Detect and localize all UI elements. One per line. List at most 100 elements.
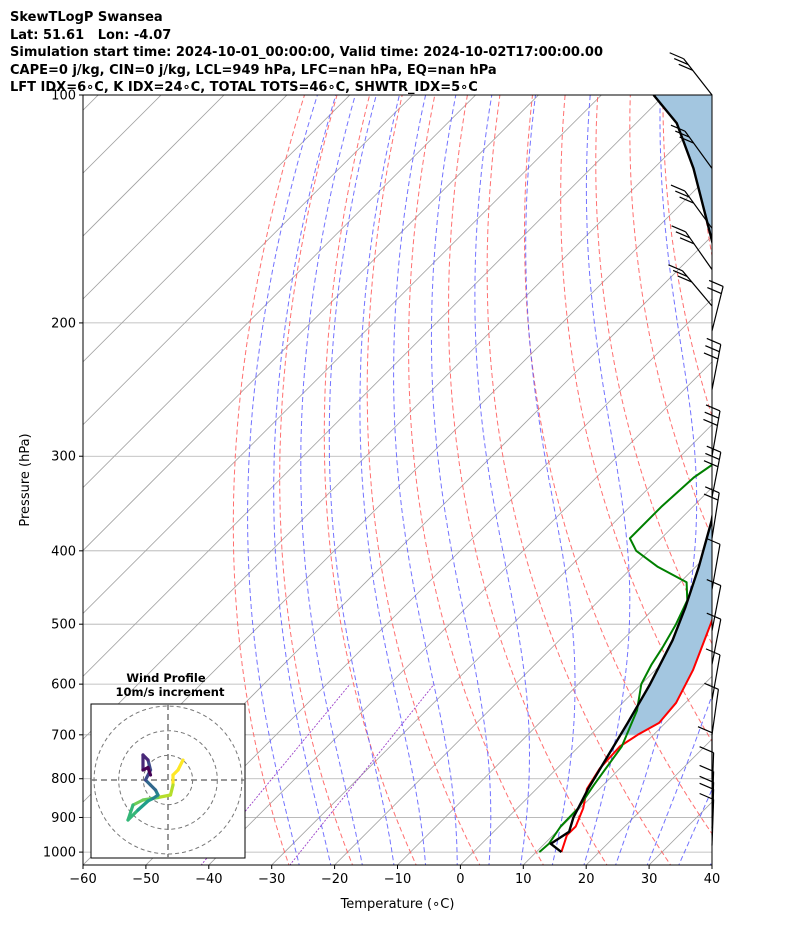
moist-adiabat: [525, 95, 576, 865]
index-line: LFT IDX=6∘C, K IDX=24∘C, TOTAL TOTS=46∘C…: [10, 80, 478, 96]
x-tick-label: 40: [704, 872, 721, 887]
moist-adiabat: [646, 693, 712, 865]
barb-staff: [685, 231, 713, 270]
y-tick-label: 100: [51, 89, 76, 104]
moist-adiabat: [273, 95, 337, 865]
barb-feather: [669, 52, 684, 60]
wind-barb: [671, 225, 713, 270]
dry-adiabat: [595, 95, 712, 645]
wind-barb: [705, 648, 721, 701]
y-tick-label: 200: [51, 316, 76, 331]
barb-feather: [672, 269, 688, 277]
temperature-profile-line: [560, 617, 712, 853]
hodograph-segment: [156, 793, 173, 800]
barb-staff: [711, 585, 722, 631]
title-line: SkewTLogP Swansea: [10, 10, 163, 25]
plot-area: [83, 78, 794, 868]
x-tick-label: −20: [321, 872, 348, 887]
x-tick-label: −40: [195, 872, 222, 887]
isotherm: [271, 424, 712, 865]
dry-adiabat: [366, 95, 481, 865]
location-line: Lat: 51.61 Lon: -4.07: [10, 27, 172, 43]
dry-adiabat: [408, 95, 544, 865]
barb-feather: [699, 775, 714, 783]
barb-feather: [704, 486, 720, 494]
x-tick-label: −60: [69, 872, 96, 887]
barb-feather: [706, 578, 722, 587]
barb-feather: [678, 63, 693, 71]
wind-barbs: [668, 52, 724, 846]
dry-adiabat: [524, 95, 712, 835]
x-tick-label: 30: [641, 872, 658, 887]
barb-feather: [677, 275, 693, 283]
dry-adiabat: [323, 95, 417, 865]
y-axis-label: Pressure (hPa): [18, 433, 33, 526]
moist-adiabat: [474, 95, 530, 865]
wind-barb: [706, 578, 722, 631]
y-tick-label: 1000: [43, 846, 76, 861]
barb-staff: [711, 689, 719, 735]
wind-barb: [670, 184, 713, 229]
barb-feather: [705, 345, 720, 353]
dry-adiabat: [759, 78, 794, 868]
moist-adiabat: [393, 95, 458, 865]
isotherm: [145, 298, 712, 865]
barb-feather: [708, 279, 724, 287]
moist-adiabat: [300, 95, 363, 865]
barb-feather: [707, 286, 722, 295]
x-tick-label: −30: [258, 872, 285, 887]
moist-adiabat: [247, 95, 318, 865]
barb-staff: [711, 344, 722, 390]
y-tick-label: 900: [51, 811, 76, 826]
barb-staff: [684, 130, 713, 169]
barb-feather: [699, 746, 714, 754]
isotherm: [83, 95, 477, 489]
barb-feather: [668, 264, 683, 272]
hodograph-plot: [91, 704, 245, 858]
isotherm: [459, 612, 712, 865]
x-axis-label: Temperature (∘C): [340, 897, 455, 912]
isotherm: [334, 487, 712, 865]
y-tick-label: 600: [51, 678, 76, 693]
barb-feather: [679, 136, 694, 144]
barb-feather: [673, 57, 689, 66]
barb-feather: [704, 411, 719, 419]
wind-barb: [703, 337, 722, 390]
hodograph-segment: [176, 758, 185, 772]
hodograph-title: Wind Profile: [126, 671, 206, 685]
isotherm: [585, 738, 712, 865]
barb-staff: [711, 619, 722, 665]
isotherm: [83, 95, 288, 300]
barb-staff: [711, 799, 715, 846]
barb-feather: [703, 418, 718, 426]
moist-adiabat: [615, 95, 698, 865]
barb-feather: [670, 124, 686, 132]
isotherm: [522, 675, 712, 865]
barb-feather: [699, 792, 714, 801]
hodograph-segment: [131, 798, 145, 807]
x-tick-label: 0: [456, 872, 464, 887]
dry-adiabat: [662, 95, 712, 418]
barb-staff: [681, 270, 713, 307]
dry-adiabat: [448, 95, 608, 865]
y-tick-label: 700: [51, 728, 76, 743]
isotherm: [83, 109, 712, 740]
wind-barb: [669, 52, 713, 96]
barb-feather: [703, 352, 719, 360]
dry-adiabat: [486, 95, 672, 865]
barb-staff: [711, 654, 721, 701]
hodograph: Wind Profile 10m/s increment: [90, 671, 246, 859]
stability-line: CAPE=0 j/kg, CIN=0 j/kg, LCL=949 hPa, LF…: [10, 62, 497, 78]
dry-adiabat: [279, 95, 354, 865]
barb-staff: [711, 752, 715, 799]
wind-barb: [704, 682, 719, 735]
barb-feather: [671, 225, 686, 233]
barb-feather: [679, 237, 695, 245]
dry-adiabat: [629, 95, 712, 539]
barb-feather: [675, 190, 690, 198]
moist-adiabat: [709, 860, 712, 865]
barb-staff: [711, 286, 724, 332]
barb-feather: [699, 782, 714, 790]
chart-header: SkewTLogP Swansea Lat: 51.61 Lon: -4.07 Si…: [10, 9, 603, 97]
moist-adiabat: [359, 95, 427, 865]
